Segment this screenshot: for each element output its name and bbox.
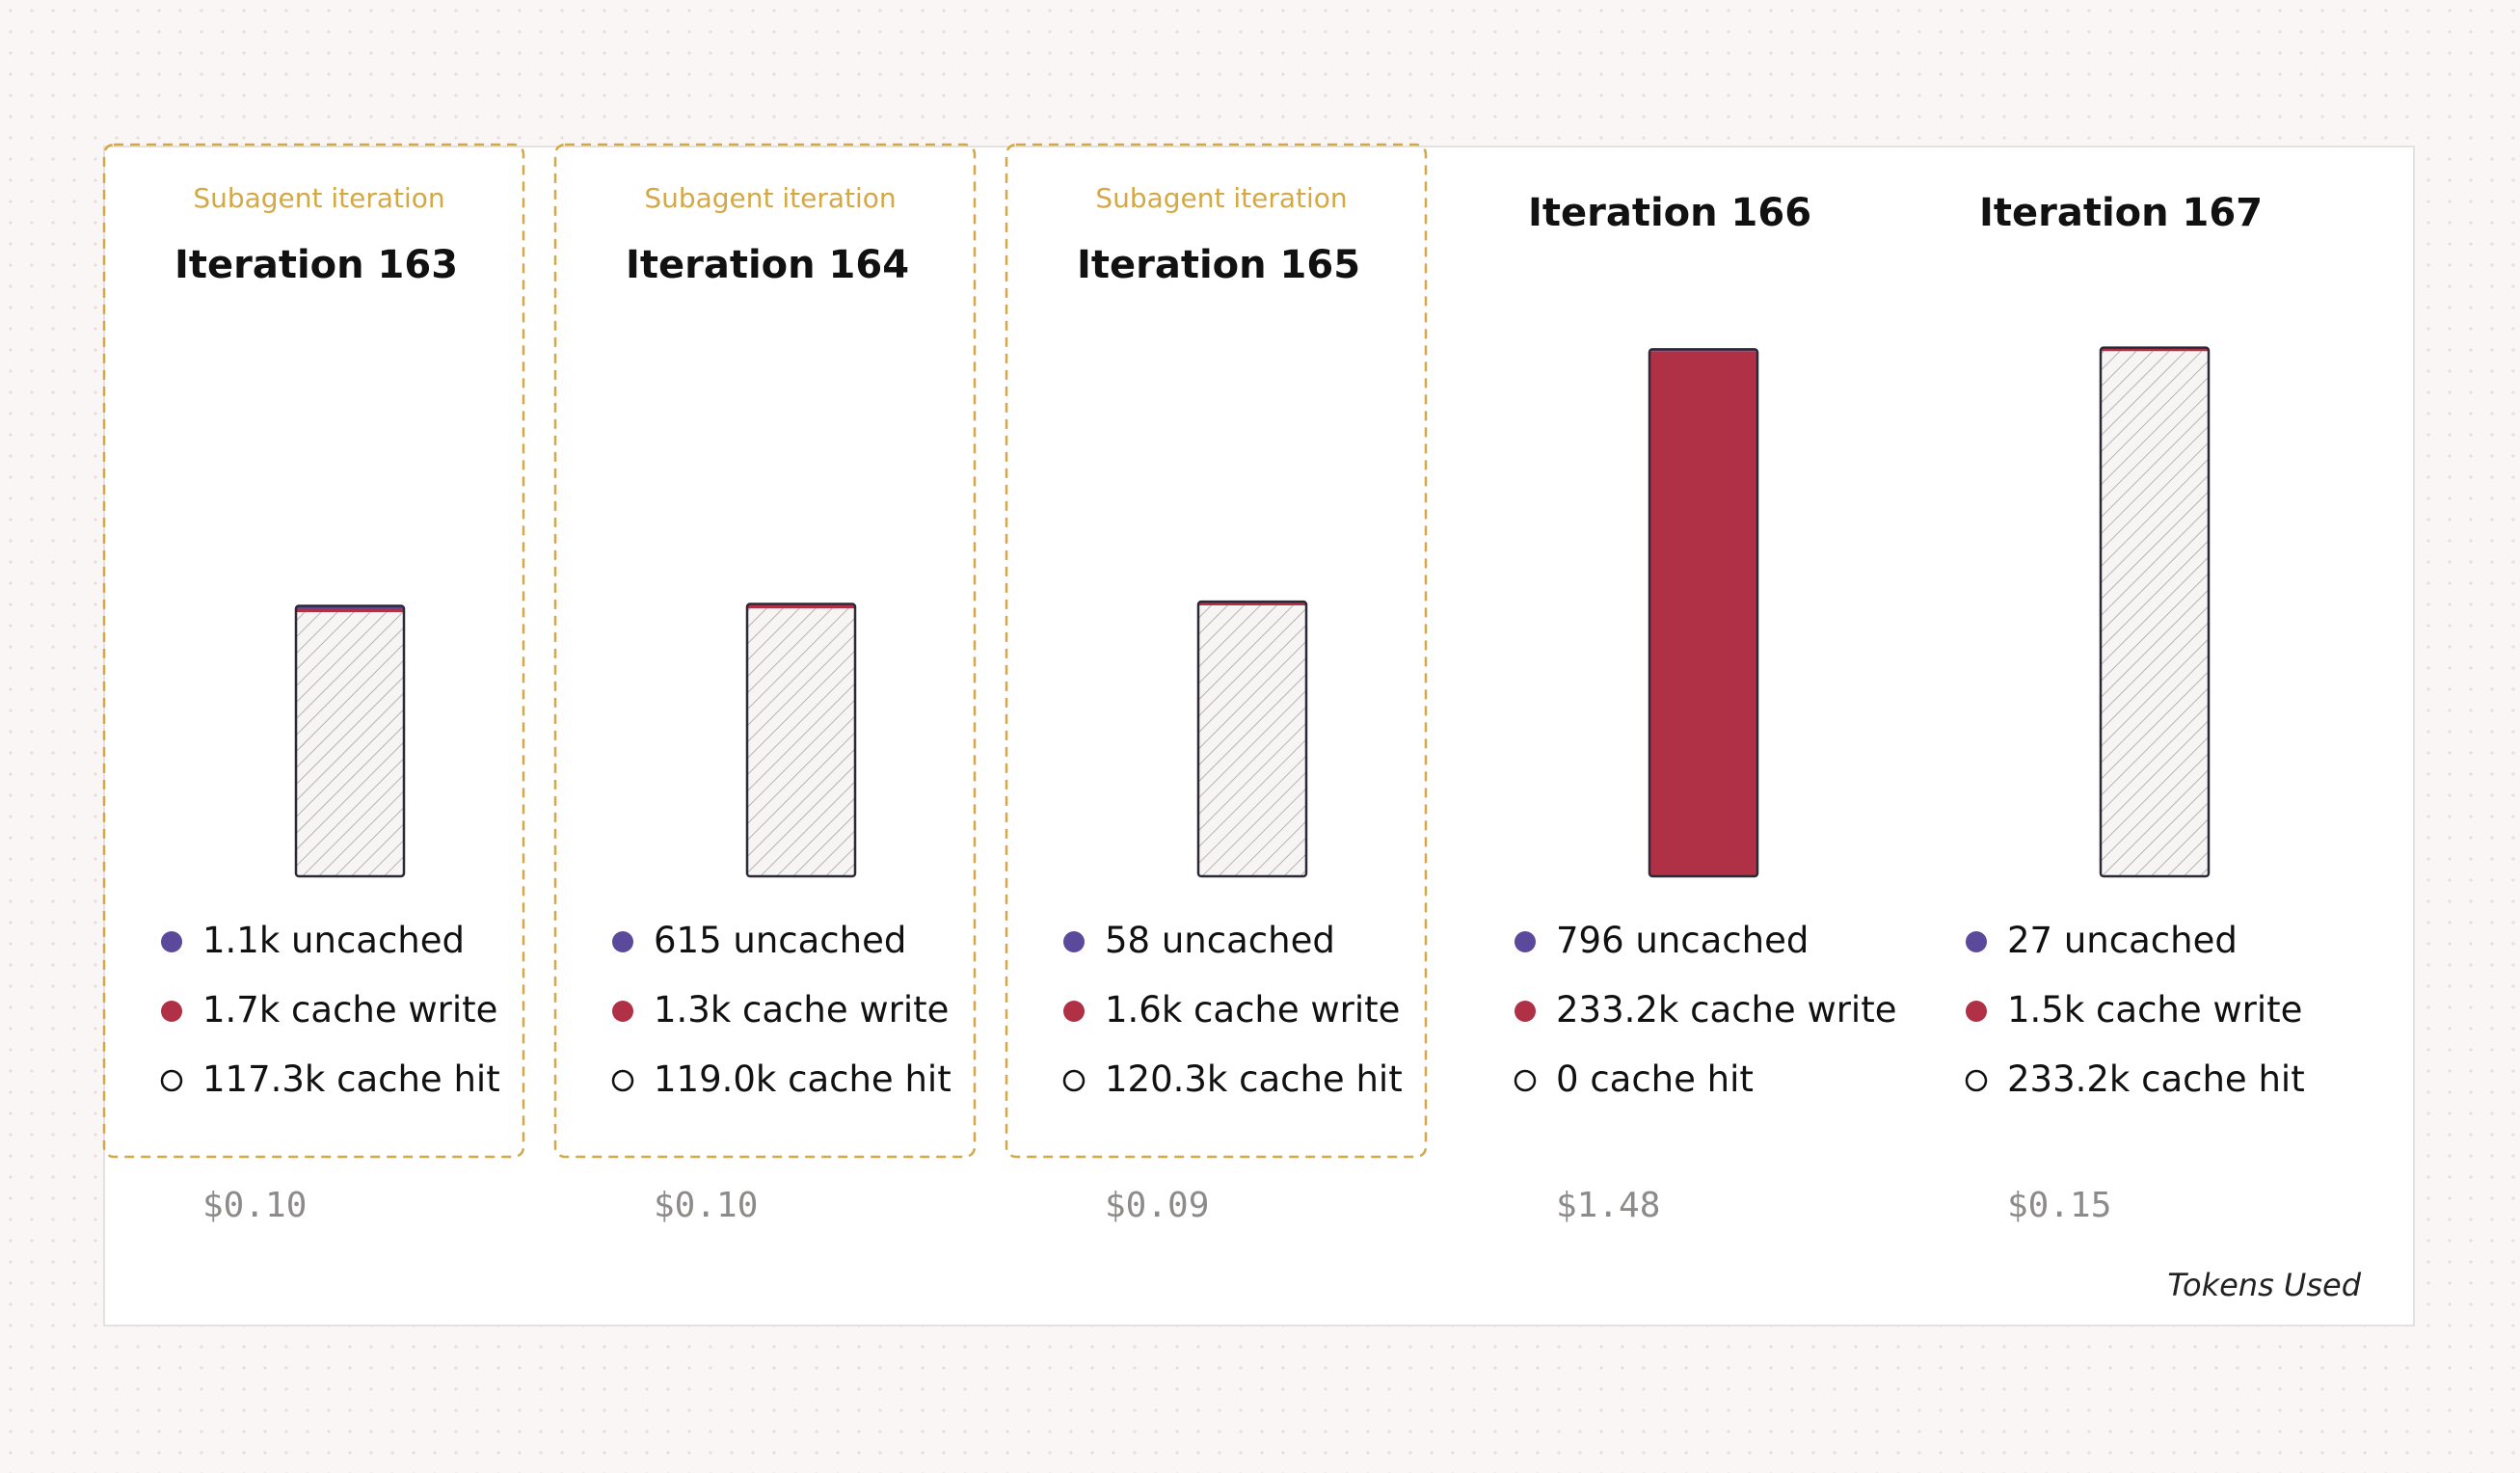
series-name: cache write [1690,989,1896,1031]
value-label: 1.6k [1105,989,1183,1031]
legend-dot [1063,1001,1085,1022]
legend-dot [611,1069,634,1092]
legend-entry: 1.5k cache write [2007,989,2302,1031]
cost-label: $1.48 [1556,1186,1660,1225]
cost-label: $0.10 [654,1186,758,1225]
value-label: 1.7k [202,989,281,1031]
subagent-label: Subagent iteration [193,182,444,214]
iteration-title: Iteration 164 [626,243,909,287]
series-name: cache hit [336,1058,500,1100]
legend-entry: 119.0k cache hit [654,1058,952,1100]
value-label: 58 [1105,920,1150,961]
series-name: cache hit [1590,1058,1754,1100]
value-label: 615 [654,920,722,961]
series-name: cache hit [1239,1058,1403,1100]
value-label: 796 [1556,920,1624,961]
subagent-box [1005,143,1428,1159]
legend-dot [161,931,182,952]
value-label: 117.3k [202,1058,326,1100]
value-label: 120.3k [1105,1058,1228,1100]
subagent-box [553,143,977,1159]
legend-dot [1515,1001,1536,1022]
series-name: cache hit [788,1058,952,1100]
iteration-title: Iteration 165 [1077,243,1360,287]
bar-segment [2101,351,2209,876]
legend-dot [1514,1069,1537,1092]
series-name: cache write [1193,989,1400,1031]
legend-dot [161,1001,182,1022]
bar-segment [1198,604,1306,876]
series-name: uncached [1635,920,1809,961]
axis-label: Tokens Used [2167,1267,2361,1303]
bar-segment [296,608,404,612]
legend-entry: 1.6k cache write [1105,989,1400,1031]
legend-entry: 1.3k cache write [654,989,949,1031]
value-label: 1.1k [202,920,281,961]
series-name: cache write [2096,989,2302,1031]
legend-entry: 27 uncached [2007,920,2238,961]
bar-segment [747,608,855,876]
legend-entry: 117.3k cache hit [202,1058,500,1100]
value-label: 233.2k [1556,989,1679,1031]
subagent-label: Subagent iteration [644,182,896,214]
series-name: uncached [2064,920,2238,961]
bar-outline [1196,600,1308,878]
legend-entry: 1.7k cache write [202,989,497,1031]
bar-segment [1198,602,1306,605]
legend-entry: 615 uncached [654,920,906,961]
cost-label: $0.10 [202,1186,307,1225]
legend-dot [1063,931,1085,952]
legend-entry: 58 uncached [1105,920,1335,961]
value-label: 1.5k [2007,989,2085,1031]
legend-entry: 120.3k cache hit [1105,1058,1403,1100]
cost-label: $0.09 [1105,1186,1209,1225]
series-name: uncached [291,920,465,961]
iteration-title: Iteration 163 [174,243,458,287]
bar-segment [2101,347,2209,352]
legend-dot [612,931,633,952]
series-name: cache write [742,989,949,1031]
cost-label: $0.15 [2007,1186,2111,1225]
legend-entry: 796 uncached [1556,920,1809,961]
series-name: cache hit [2141,1058,2305,1100]
legend-dot [1515,931,1536,952]
value-label: 0 [1556,1058,1579,1100]
value-label: 27 [2007,920,2052,961]
iteration-title: Iteration 167 [1979,191,2263,235]
bar-segment [296,605,404,609]
legend-entry: 0 cache hit [1556,1058,1754,1100]
bar-outline [1648,348,1759,878]
legend-dot [612,1001,633,1022]
series-name: uncached [1162,920,1335,961]
value-label: 233.2k [2007,1058,2131,1100]
series-name: uncached [733,920,906,961]
legend-dot [1966,931,1987,952]
bar-segment [1649,351,1757,876]
legend-entry: 233.2k cache hit [2007,1058,2305,1100]
legend-entry: 233.2k cache write [1556,989,1896,1031]
subagent-box [102,143,525,1159]
legend-dot [1966,1001,1987,1022]
bar-segment [747,604,855,609]
legend-dot [1965,1069,1988,1092]
bar-outline [2099,346,2211,878]
legend-dot [1062,1069,1086,1092]
bar-segment [296,611,404,876]
value-label: 1.3k [654,989,732,1031]
subagent-label: Subagent iteration [1095,182,1347,214]
value-label: 119.0k [654,1058,777,1100]
series-name: cache write [291,989,497,1031]
iteration-title: Iteration 166 [1528,191,1811,235]
bar-outline [745,603,857,878]
bar-outline [294,604,406,878]
legend-entry: 1.1k uncached [202,920,465,961]
legend-dot [160,1069,183,1092]
